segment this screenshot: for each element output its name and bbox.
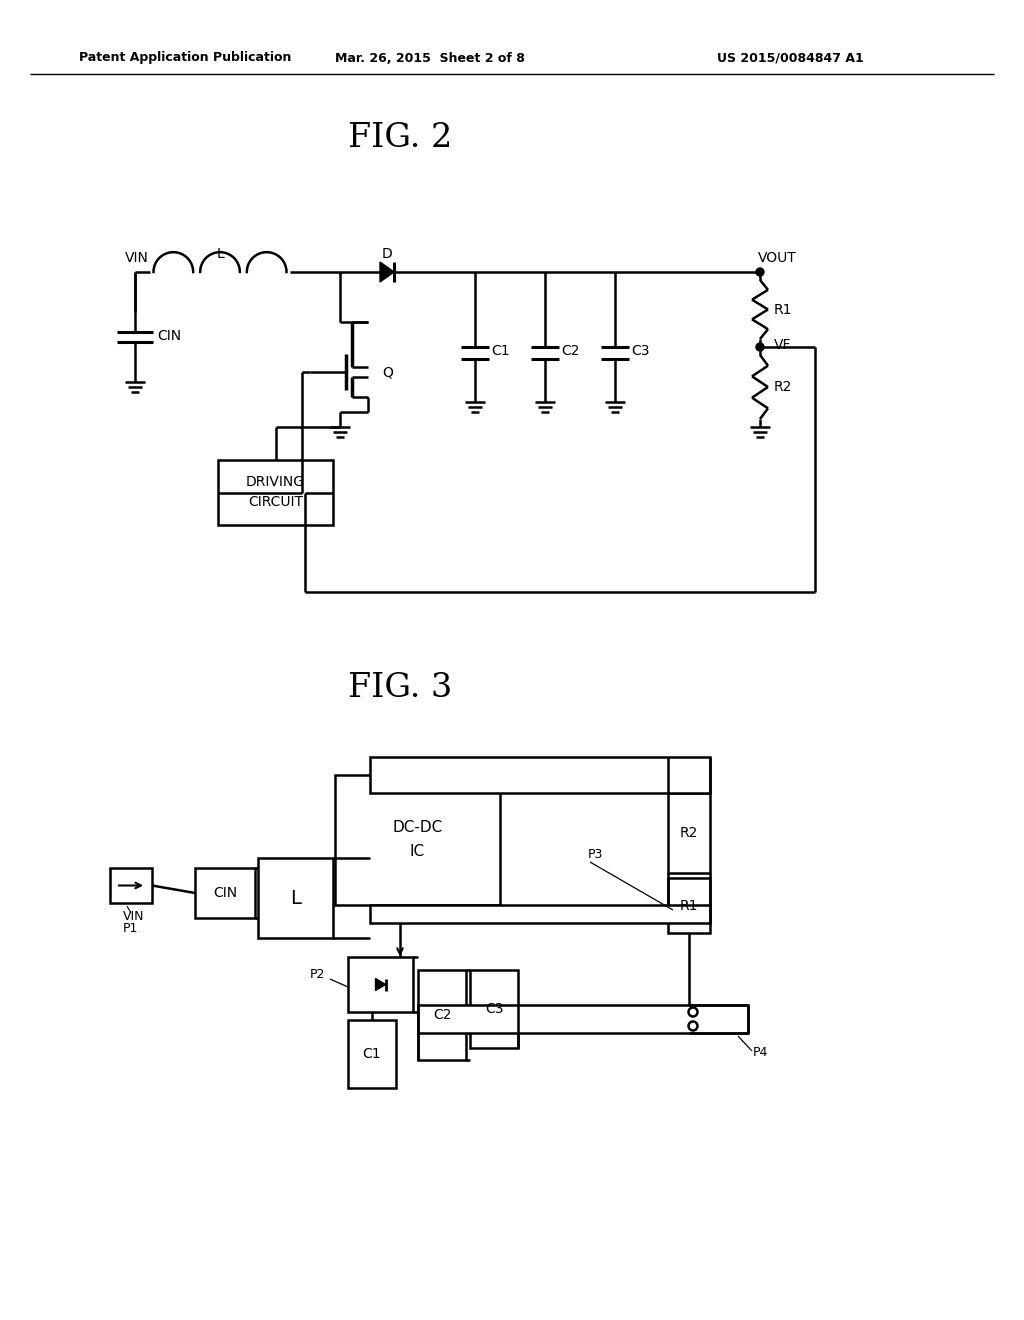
Text: C3: C3 [631,345,649,358]
Text: CIRCUIT: CIRCUIT [248,495,303,510]
Bar [370,906,710,923]
Text: VOUT: VOUT [758,251,797,265]
Text: P1: P1 [123,923,138,936]
Bar [668,878,710,933]
Text: IC: IC [410,845,425,859]
Bar [195,869,255,917]
Bar [258,858,333,939]
Text: VIN: VIN [125,251,148,265]
Circle shape [756,343,764,351]
Text: P2: P2 [310,969,326,982]
Text: L: L [290,888,301,908]
Text: FIG. 3: FIG. 3 [348,672,453,704]
Bar [110,869,152,903]
Bar [348,957,413,1012]
Text: FIG. 2: FIG. 2 [348,121,453,154]
Text: P4: P4 [753,1047,768,1060]
Text: C1: C1 [490,345,510,358]
Text: CIN: CIN [213,886,238,900]
Text: Mar. 26, 2015  Sheet 2 of 8: Mar. 26, 2015 Sheet 2 of 8 [335,51,525,65]
Text: VF: VF [774,338,792,352]
Text: R1: R1 [774,302,793,317]
Bar [218,459,333,525]
Text: L: L [216,247,224,261]
Circle shape [756,268,764,276]
Text: DRIVING: DRIVING [246,475,305,490]
Bar [348,1020,396,1088]
Text: C2: C2 [433,1008,452,1022]
Bar [470,970,518,1048]
Bar [418,970,466,1060]
Text: Patent Application Publication: Patent Application Publication [79,51,291,65]
Text: US 2015/0084847 A1: US 2015/0084847 A1 [717,51,863,65]
Polygon shape [376,978,385,990]
Text: Q: Q [382,366,393,379]
Bar [418,1005,748,1034]
Text: DC-DC: DC-DC [392,821,442,836]
Polygon shape [380,261,394,282]
Bar [335,775,500,906]
Text: CIN: CIN [157,329,181,343]
Text: R2: R2 [774,380,793,393]
Text: C1: C1 [362,1047,381,1061]
Text: C3: C3 [484,1002,503,1016]
Text: R2: R2 [680,826,698,840]
Text: D: D [382,247,392,261]
Text: P3: P3 [588,849,603,862]
Text: C2: C2 [561,345,580,358]
Text: R1: R1 [680,899,698,912]
Bar [668,793,710,873]
Text: VIN: VIN [123,911,144,924]
Bar [370,756,710,793]
